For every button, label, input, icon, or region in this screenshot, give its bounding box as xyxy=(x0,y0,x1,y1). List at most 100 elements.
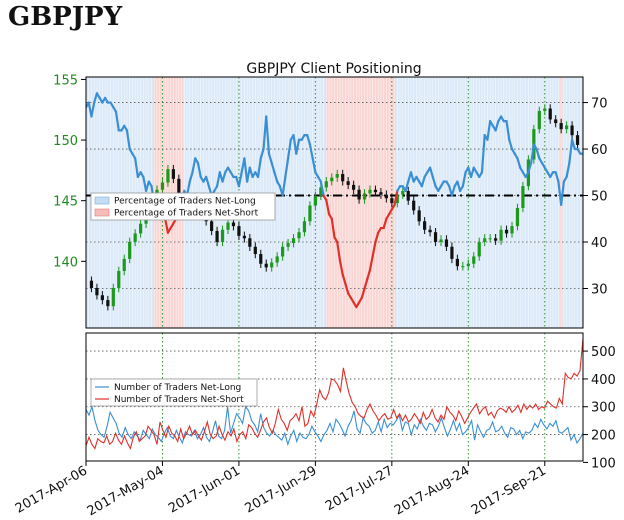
net-long-segment xyxy=(248,166,254,179)
net-long-segment xyxy=(602,130,605,139)
candle-body xyxy=(575,135,580,145)
candle-body xyxy=(242,235,246,239)
net-long-segment xyxy=(134,157,139,179)
net-long-segment xyxy=(404,180,410,192)
net-long-segment xyxy=(90,101,96,118)
band-net-long xyxy=(612,77,615,328)
net-short-segment xyxy=(164,217,170,234)
candle-body xyxy=(423,221,427,230)
chart-title: GBPJPY Client Positioning xyxy=(246,61,421,77)
candle-body xyxy=(335,174,339,178)
candle-body xyxy=(439,239,443,242)
candle-body xyxy=(494,238,498,241)
net-percentage-lines xyxy=(86,84,619,309)
candle-body xyxy=(226,222,230,230)
candle-body xyxy=(313,195,317,206)
candle-body xyxy=(565,125,569,130)
band-net-long xyxy=(617,77,620,328)
count-tick-label: 100 xyxy=(591,456,616,471)
candle-body xyxy=(122,258,126,272)
legend-label-number-net-short: Number of Traders Net-Short xyxy=(114,395,244,405)
legend-label-number-net-long: Number of Traders Net-Long xyxy=(114,383,241,393)
net-long-segment xyxy=(259,147,265,160)
candle-body xyxy=(308,205,312,222)
candle-body xyxy=(100,295,104,301)
price-tick-label: 145 xyxy=(53,195,78,210)
candle-body xyxy=(133,233,137,242)
candle-body xyxy=(554,119,558,124)
net-short-segment xyxy=(368,254,374,271)
date-tick-label: 2017-Jun-29 xyxy=(243,463,320,516)
band-net-long xyxy=(587,77,590,328)
candle-body xyxy=(548,108,552,120)
legend-swatch-net-long xyxy=(94,196,110,205)
date-tick-label: 2017-Sep-21 xyxy=(469,463,549,518)
net-long-segment xyxy=(527,161,533,174)
candle-body xyxy=(352,184,356,190)
net-short-segment xyxy=(366,268,372,281)
price-tick-label: 150 xyxy=(53,134,78,149)
price-tick-label: 140 xyxy=(53,255,78,270)
net-long-segment xyxy=(281,175,287,197)
candle-body xyxy=(461,266,465,268)
candle-body xyxy=(291,238,296,244)
net-long-segment xyxy=(616,84,619,93)
net-long-segment xyxy=(428,166,434,179)
net-short-segment xyxy=(393,189,399,206)
net-short-segment xyxy=(325,199,331,216)
candle-body xyxy=(210,221,214,231)
net-long-segment xyxy=(586,158,589,163)
net-long-segment xyxy=(420,175,426,188)
candle-body xyxy=(330,177,334,182)
number-net-long-line xyxy=(86,404,583,447)
band-net-long xyxy=(86,77,88,328)
candle-body xyxy=(177,178,181,199)
net-long-segment xyxy=(431,175,437,188)
candle-body xyxy=(362,193,367,200)
net-long-segment xyxy=(450,185,456,197)
number-net-short-line xyxy=(86,338,583,451)
candle-body xyxy=(264,263,268,268)
net-long-segment xyxy=(319,180,325,197)
candle-body xyxy=(488,238,492,240)
net-long-segment xyxy=(508,138,514,151)
date-tick-label: 2017-May-04 xyxy=(85,463,167,519)
candle-body xyxy=(450,246,454,259)
candle-body xyxy=(510,226,514,234)
date-tick-label: 2017-Jun-01 xyxy=(166,463,243,516)
legend-label-net-short: Percentage of Traders Net-Short xyxy=(114,209,259,219)
candle-body xyxy=(373,189,378,193)
trader-count-lines xyxy=(86,338,583,451)
candle-body xyxy=(106,300,110,307)
net-long-segment xyxy=(594,158,597,163)
net-long-segment xyxy=(469,166,475,179)
net-long-segment xyxy=(570,138,576,151)
candle-body xyxy=(89,280,94,288)
candle-body xyxy=(368,189,372,194)
net-short-segment xyxy=(330,217,336,239)
net-long-segment xyxy=(535,147,541,160)
candle-body xyxy=(341,174,345,182)
net-long-segment xyxy=(93,92,99,104)
price-tick-label: 155 xyxy=(53,73,78,88)
net-long-segment xyxy=(608,107,611,116)
net-short-segment xyxy=(338,259,344,276)
net-short-segment xyxy=(382,217,388,230)
candle-body xyxy=(297,232,301,239)
net-long-segment xyxy=(196,161,202,179)
net-short-segment xyxy=(374,231,380,244)
net-long-segment xyxy=(456,180,462,192)
candle-body xyxy=(406,190,410,201)
candle-body xyxy=(128,241,132,259)
net-short-segment xyxy=(371,240,377,258)
net-short-segment xyxy=(344,282,350,295)
net-long-segment xyxy=(273,171,279,183)
net-long-segment xyxy=(311,157,317,174)
legend-label-net-long: Percentage of Traders Net-Long xyxy=(114,197,256,207)
band-net-long xyxy=(584,77,587,328)
candle-body xyxy=(395,194,399,204)
candle-body xyxy=(412,200,416,211)
net-long-segment xyxy=(308,143,314,160)
net-long-segment xyxy=(286,138,292,160)
